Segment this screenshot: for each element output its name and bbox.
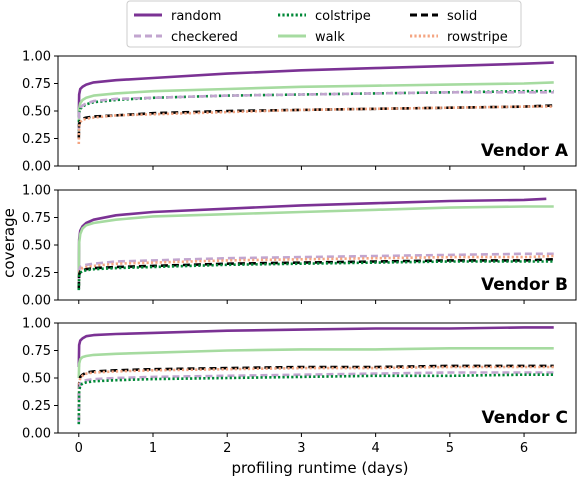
x-tick-label: 4 (371, 441, 379, 456)
series-line-checkered-panel-1 (77, 91, 554, 130)
legend-label-rowstripe: rowstripe (447, 30, 508, 45)
y-tick-label: 0.25 (22, 132, 51, 147)
legend-label-random: random (171, 9, 221, 24)
panels: 0.00 0.25 0.50 0.75 1.00 Vendor A 0.00 0.25 0.50… (22, 50, 577, 456)
x-tick-label: 6 (520, 441, 528, 456)
legend-label-checkered: checkered (171, 30, 238, 45)
y-tick-label: 0.00 (22, 427, 51, 442)
y-tick-label: 0.50 (22, 239, 51, 254)
series-line-random-panel-3 (77, 326, 554, 368)
legend-label-walk: walk (315, 30, 345, 45)
y-tick-label: 1.00 (22, 184, 51, 199)
y-tick-label: 0.25 (22, 399, 51, 414)
panel-1: 0.00 0.25 0.50 0.75 1.00 Vendor A (22, 50, 577, 175)
legend-label-solid: solid (447, 9, 477, 24)
series-line-checkered-panel-2 (77, 252, 554, 284)
y-tick-label: 0.75 (22, 211, 51, 226)
legend-frame (126, 0, 522, 48)
y-tick-label: 0.25 (22, 266, 51, 281)
x-tick-label: 5 (446, 441, 454, 456)
series-line-colstripe-panel-2 (77, 260, 554, 291)
y-tick-label: 0.50 (22, 372, 51, 387)
y-axis-label: coverage (0, 208, 18, 278)
y-tick-label: 0.50 (22, 105, 51, 120)
x-tick-label: 1 (149, 441, 157, 456)
y-tick-label: 0.00 (22, 294, 51, 309)
x-tick-label: 0 (75, 441, 83, 456)
series-line-checkered-panel-3 (77, 371, 554, 423)
panel-title-3: Vendor C (482, 408, 569, 428)
x-axis-label: profiling runtime (days) (231, 459, 408, 477)
panel-title-1: Vendor A (481, 141, 569, 161)
y-tick-label: 1.00 (22, 50, 51, 65)
panel-3: 0.00 0.25 0.50 0.75 1.00 0 1 2 3 4 5 6 Vendor C (22, 317, 577, 456)
y-tick-label: 0.75 (22, 77, 51, 92)
series-line-walk-panel-3 (77, 346, 554, 379)
y-tick-label: 0.00 (22, 160, 51, 175)
panel-2: 0.00 0.25 0.50 0.75 1.00 Vendor B (22, 184, 577, 309)
x-tick-label: 2 (223, 441, 231, 456)
panel-title-2: Vendor B (481, 275, 568, 295)
series-line-rowstripe-panel-2 (77, 254, 554, 286)
series-line-random-panel-1 (77, 61, 554, 117)
series-line-colstripe-panel-1 (77, 89, 554, 131)
series-line-rowstripe-panel-3 (77, 365, 554, 420)
series-line-walk-panel-1 (77, 81, 554, 128)
y-tick-label: 0.75 (22, 344, 51, 359)
legend: random checkered colstripe walk solid rowstri… (126, 0, 522, 48)
y-tick-label: 1.00 (22, 317, 51, 332)
x-tick-label: 3 (297, 441, 305, 456)
series-line-solid-panel-1 (77, 104, 554, 139)
series-line-walk-panel-2 (77, 205, 554, 279)
legend-label-colstripe: colstripe (315, 9, 371, 24)
series-line-colstripe-panel-3 (77, 373, 554, 425)
series-line-rowstripe-panel-1 (77, 105, 554, 145)
